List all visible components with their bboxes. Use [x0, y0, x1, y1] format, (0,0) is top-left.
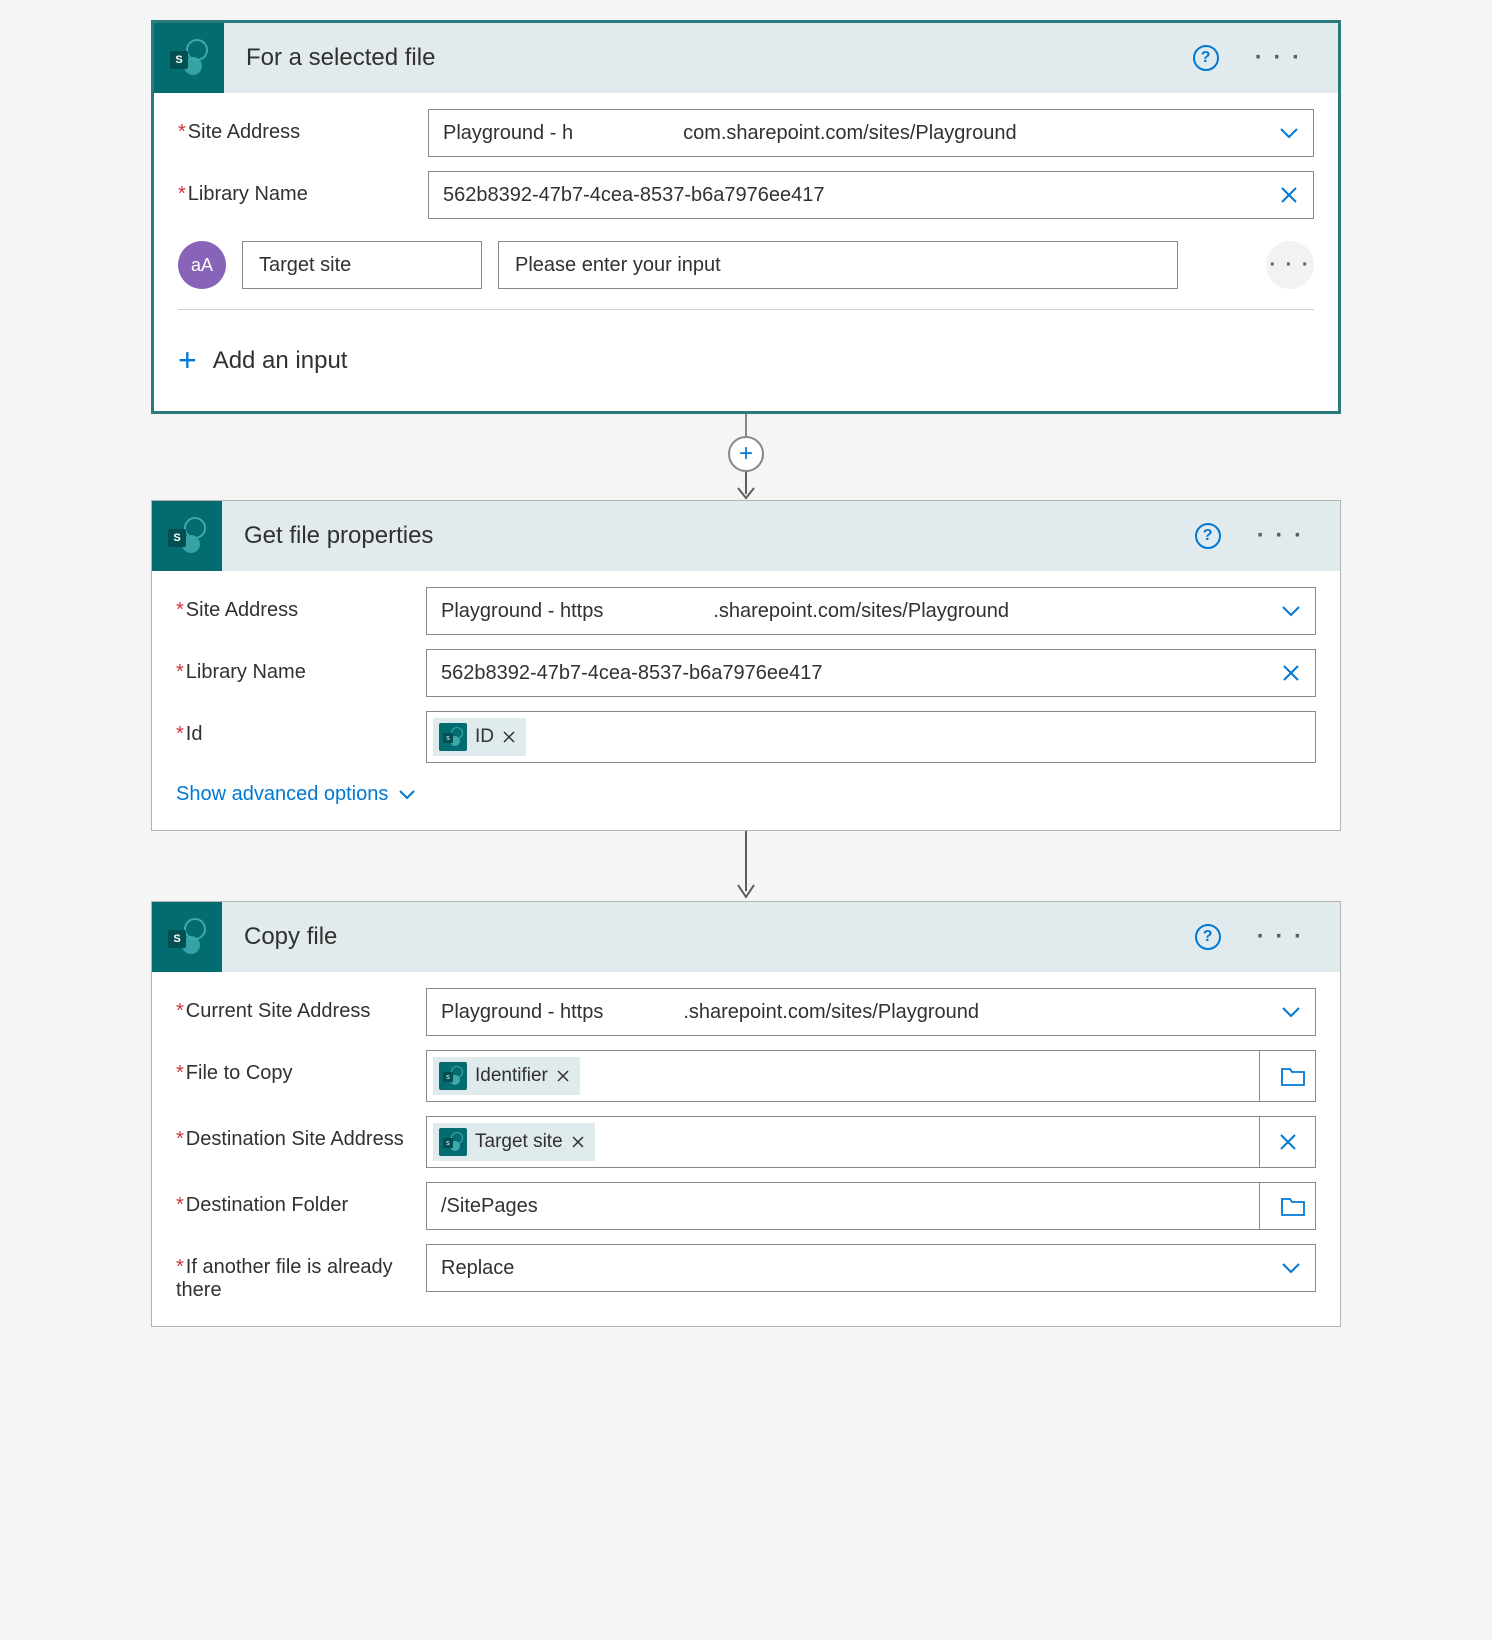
field-library-name: *Library Name 562b8392-47b7-4cea-8537-b6… [178, 171, 1314, 219]
card-header: S Get file properties ? · · · [152, 501, 1340, 571]
input-more-icon[interactable]: · · · [1266, 241, 1314, 289]
field-label: Site Address [188, 121, 300, 143]
library-name-input[interactable]: 562b8392-47b7-4cea-8537-b6a7976ee417 [428, 171, 1314, 219]
field-id: *Id s ID [176, 711, 1316, 763]
chevron-down-icon [398, 783, 416, 806]
field-destination-site-address: *Destination Site Address s Target site [176, 1116, 1316, 1168]
connector-with-add: + [728, 414, 764, 500]
more-menu-icon[interactable]: · · · [1249, 518, 1312, 554]
arrow-down-icon [734, 472, 758, 500]
remove-token-icon[interactable] [571, 1135, 585, 1149]
field-label: Library Name [186, 661, 306, 683]
action-card-copy-file: S Copy file ? · · · *Current Site Addres… [151, 901, 1341, 1327]
more-menu-icon[interactable]: · · · [1247, 40, 1310, 76]
if-exists-dropdown[interactable]: Replace [426, 1244, 1316, 1292]
action-card-get-file-properties: S Get file properties ? · · · *Site Addr… [151, 500, 1341, 831]
sharepoint-icon: S [152, 902, 222, 972]
help-icon[interactable]: ? [1193, 45, 1219, 71]
chevron-down-icon[interactable] [1281, 1262, 1301, 1274]
arrow-down-icon [734, 831, 758, 901]
sharepoint-icon: s [439, 723, 467, 751]
field-site-address: *Site Address Playground - hcom.sharepoi… [178, 109, 1314, 157]
input-value: Replace [441, 1257, 1271, 1280]
remove-token-icon[interactable] [502, 730, 516, 744]
clear-icon[interactable] [1281, 663, 1301, 683]
dynamic-token-identifier[interactable]: s Identifier [433, 1057, 580, 1095]
connector-arrow [734, 831, 758, 901]
sharepoint-icon: S [152, 501, 222, 571]
chevron-down-icon[interactable] [1281, 1006, 1301, 1018]
show-advanced-options-link[interactable]: Show advanced options [176, 777, 1316, 806]
card-header: S Copy file ? · · · [152, 902, 1340, 972]
field-if-another-file: *If another file is already there Replac… [176, 1244, 1316, 1302]
card-title: Copy file [222, 923, 1195, 951]
field-library-name: *Library Name 562b8392-47b7-4cea-8537-b6… [176, 649, 1316, 697]
destination-folder-input[interactable]: /SitePages [426, 1182, 1260, 1230]
help-icon[interactable]: ? [1195, 523, 1221, 549]
field-label: Library Name [188, 183, 308, 205]
library-name-input[interactable]: 562b8392-47b7-4cea-8537-b6a7976ee417 [426, 649, 1316, 697]
custom-input-placeholder[interactable]: Please enter your input [498, 241, 1178, 289]
input-value: Playground - https.sharepoint.com/sites/… [441, 600, 1271, 623]
input-value: Playground - hcom.sharepoint.com/sites/P… [443, 122, 1269, 145]
chevron-down-icon[interactable] [1279, 127, 1299, 139]
token-label: ID [475, 726, 494, 748]
field-site-address: *Site Address Playground - https.sharepo… [176, 587, 1316, 635]
custom-input-row: aA Target site Please enter your input ·… [178, 233, 1314, 309]
browse-folder-button[interactable] [1260, 1182, 1316, 1230]
current-site-dropdown[interactable]: Playground - https.sharepoint.com/sites/… [426, 988, 1316, 1036]
field-current-site-address: *Current Site Address Playground - https… [176, 988, 1316, 1036]
sharepoint-icon: s [439, 1062, 467, 1090]
clear-button[interactable] [1260, 1116, 1316, 1168]
card-title: For a selected file [224, 44, 1193, 72]
plus-icon: + [178, 342, 197, 379]
chevron-down-icon[interactable] [1281, 605, 1301, 617]
browse-folder-button[interactable] [1260, 1050, 1316, 1102]
input-value: Playground - https.sharepoint.com/sites/… [441, 1001, 1271, 1024]
card-title: Get file properties [222, 522, 1195, 550]
clear-icon [1278, 1132, 1298, 1152]
token-label: Target site [475, 1131, 563, 1153]
token-label: Identifier [475, 1065, 548, 1087]
field-label: If another file is already there [176, 1256, 393, 1301]
dynamic-token-id[interactable]: s ID [433, 718, 526, 756]
divider [178, 309, 1314, 310]
custom-input-name[interactable]: Target site [242, 241, 482, 289]
field-label: Site Address [186, 599, 298, 621]
id-token-input[interactable]: s ID [426, 711, 1316, 763]
input-value: /SitePages [441, 1195, 1245, 1218]
input-value: 562b8392-47b7-4cea-8537-b6a7976ee417 [441, 662, 1271, 685]
field-destination-folder: *Destination Folder /SitePages [176, 1182, 1316, 1230]
destination-site-input[interactable]: s Target site [426, 1116, 1260, 1168]
card-header: S For a selected file ? · · · [154, 23, 1338, 93]
add-step-button[interactable]: + [728, 436, 764, 472]
folder-icon [1280, 1195, 1306, 1217]
add-input-label: Add an input [213, 347, 348, 375]
action-card-for-selected-file: S For a selected file ? · · · *Site Addr… [151, 20, 1341, 414]
text-input-type-icon: aA [178, 241, 226, 289]
sharepoint-icon: s [439, 1128, 467, 1156]
file-to-copy-input[interactable]: s Identifier [426, 1050, 1260, 1102]
site-address-dropdown[interactable]: Playground - hcom.sharepoint.com/sites/P… [428, 109, 1314, 157]
input-value: 562b8392-47b7-4cea-8537-b6a7976ee417 [443, 184, 1269, 207]
remove-token-icon[interactable] [556, 1069, 570, 1083]
field-file-to-copy: *File to Copy s Identifier [176, 1050, 1316, 1102]
help-icon[interactable]: ? [1195, 924, 1221, 950]
field-label: Destination Site Address [186, 1128, 404, 1150]
add-input-button[interactable]: + Add an input [178, 334, 1314, 387]
dynamic-token-target-site[interactable]: s Target site [433, 1123, 595, 1161]
field-label: Id [186, 723, 203, 745]
clear-icon[interactable] [1279, 185, 1299, 205]
site-address-dropdown[interactable]: Playground - https.sharepoint.com/sites/… [426, 587, 1316, 635]
folder-icon [1280, 1065, 1306, 1087]
field-label: File to Copy [186, 1062, 293, 1084]
sharepoint-icon: S [154, 23, 224, 93]
field-label: Destination Folder [186, 1194, 348, 1216]
more-menu-icon[interactable]: · · · [1249, 919, 1312, 955]
field-label: Current Site Address [186, 1000, 371, 1022]
